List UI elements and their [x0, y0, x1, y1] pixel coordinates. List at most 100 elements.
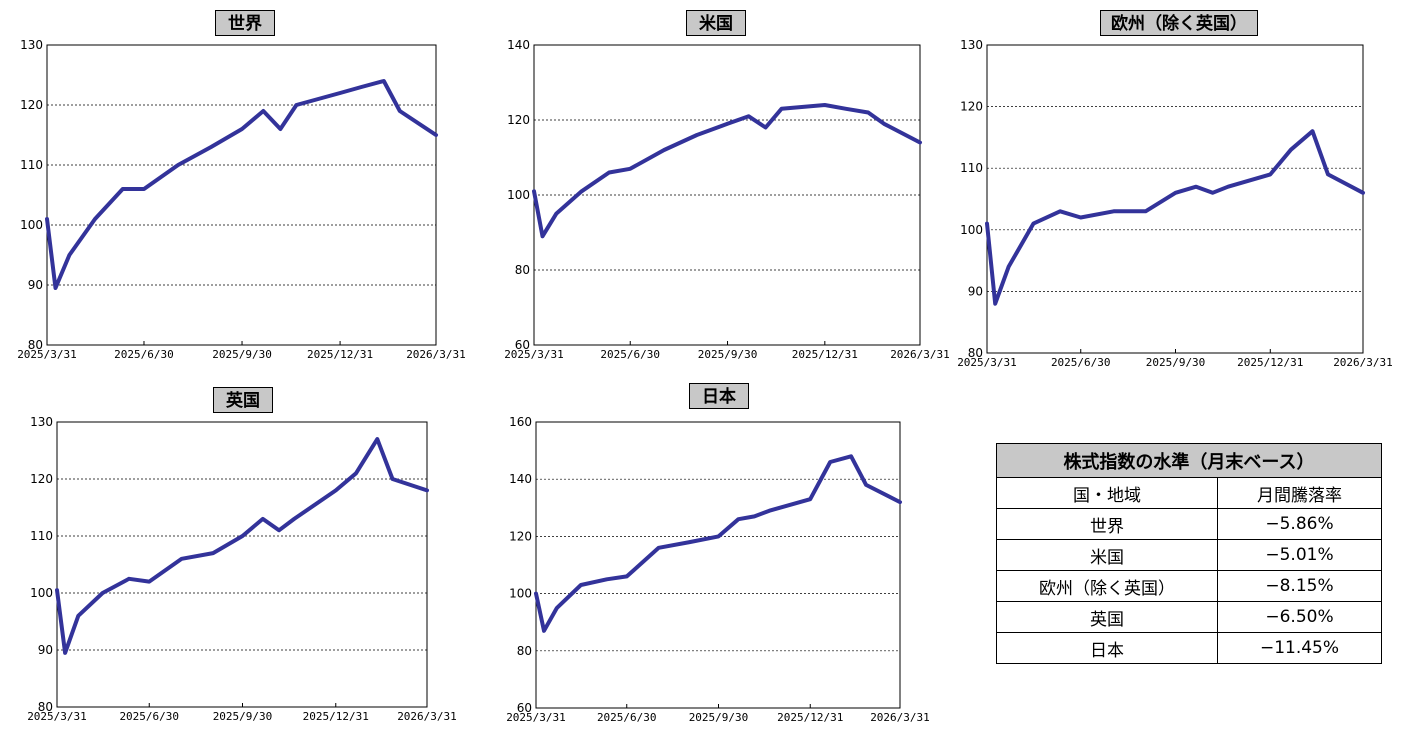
change-cell: −6.50%: [1217, 601, 1382, 633]
data-point: [127, 577, 131, 581]
data-point: [1058, 209, 1062, 213]
x-tick-label: 2025/3/31: [17, 348, 77, 361]
plot-frame: [535, 421, 901, 709]
data-point: [261, 517, 265, 521]
x-tick-label: 2025/12/31: [1237, 356, 1303, 369]
chart-title: 米国: [686, 10, 746, 36]
change-cell: −8.15%: [1217, 570, 1382, 602]
x-tick-label: 2026/3/31: [1333, 356, 1393, 369]
y-tick-label: 100: [20, 218, 43, 232]
x-tick-label: 2025/6/30: [114, 348, 174, 361]
data-point: [54, 286, 58, 290]
column-header-region: 国・地域: [996, 477, 1218, 509]
data-point: [985, 222, 989, 226]
y-tick-label: 120: [30, 472, 53, 486]
table-row: 米国 −5.01%: [996, 539, 1382, 571]
plot-frame: [46, 44, 437, 346]
x-tick-label: 2025/12/31: [792, 348, 858, 361]
data-point: [391, 477, 395, 481]
data-point: [334, 488, 338, 492]
chart-title: 英国: [213, 387, 273, 413]
plot-frame: [986, 44, 1364, 354]
data-point: [726, 122, 730, 126]
data-point: [63, 651, 67, 655]
data-point: [101, 591, 105, 595]
x-tick-label: 2025/9/30: [689, 711, 749, 724]
data-point: [180, 557, 184, 561]
region-cell: 世界: [996, 508, 1218, 540]
chart-title: 世界: [215, 10, 275, 36]
data-point: [534, 592, 538, 596]
data-point: [338, 91, 342, 95]
data-point: [294, 103, 298, 107]
y-tick-label: 110: [960, 161, 983, 175]
y-tick-label: 140: [507, 38, 530, 52]
data-point: [736, 517, 740, 521]
x-tick-label: 2026/3/31: [890, 348, 950, 361]
data-point: [1174, 191, 1178, 195]
region-cell: 英国: [996, 601, 1218, 633]
x-tick-label: 2025/9/30: [698, 348, 758, 361]
data-point: [434, 133, 438, 137]
y-tick-label: 80: [515, 263, 530, 277]
data-point: [67, 253, 71, 257]
y-tick-label: 120: [960, 100, 983, 114]
data-point: [1079, 215, 1083, 219]
data-point: [555, 606, 559, 610]
y-tick-label: 100: [509, 587, 532, 601]
series-line: [534, 454, 902, 633]
data-point: [1289, 148, 1293, 152]
data-point: [278, 127, 282, 131]
data-point: [240, 127, 244, 131]
x-tick-label: 2025/3/31: [504, 348, 564, 361]
chart-title: 日本: [689, 383, 749, 409]
change-cell: −5.86%: [1217, 508, 1382, 540]
data-point: [808, 497, 812, 501]
x-tick-label: 2025/9/30: [213, 710, 273, 723]
y-tick-label: 120: [507, 113, 530, 127]
data-point: [1226, 185, 1230, 189]
data-point: [628, 167, 632, 171]
data-point: [716, 534, 720, 538]
x-tick-label: 2025/9/30: [212, 348, 272, 361]
data-point: [425, 488, 429, 492]
data-point: [779, 107, 783, 111]
region-cell: 日本: [996, 632, 1218, 664]
data-point: [359, 85, 363, 89]
data-point: [1144, 209, 1148, 213]
data-point: [752, 514, 756, 518]
x-tick-label: 2026/3/31: [397, 710, 457, 723]
data-point: [866, 111, 870, 114]
y-tick-label: 90: [968, 284, 983, 298]
x-tick-label: 2025/3/31: [957, 356, 1017, 369]
y-tick-label: 110: [20, 158, 43, 172]
data-point: [993, 302, 997, 306]
x-tick-label: 2025/6/30: [1051, 356, 1111, 369]
data-point: [76, 614, 80, 618]
data-point: [1112, 209, 1116, 213]
data-point: [261, 109, 265, 113]
x-tick-label: 2025/3/31: [506, 711, 566, 724]
data-point: [898, 500, 902, 504]
data-point: [607, 171, 611, 174]
data-point: [605, 577, 609, 581]
x-tick-label: 2026/3/31: [870, 711, 930, 724]
data-point: [532, 189, 536, 193]
data-point: [823, 103, 827, 107]
y-tick-label: 100: [30, 586, 53, 600]
x-tick-label: 2026/3/31: [406, 348, 466, 361]
data-point: [695, 133, 699, 137]
y-tick-label: 100: [960, 223, 983, 237]
y-tick-label: 130: [960, 38, 983, 52]
y-tick-label: 60: [515, 338, 530, 352]
data-point: [1311, 129, 1315, 133]
y-tick-label: 140: [509, 472, 532, 486]
data-point: [1268, 172, 1272, 176]
y-tick-label: 80: [38, 700, 53, 714]
data-point: [398, 109, 402, 113]
data-point: [292, 517, 296, 521]
y-tick-label: 130: [30, 415, 53, 429]
data-point: [625, 574, 629, 578]
